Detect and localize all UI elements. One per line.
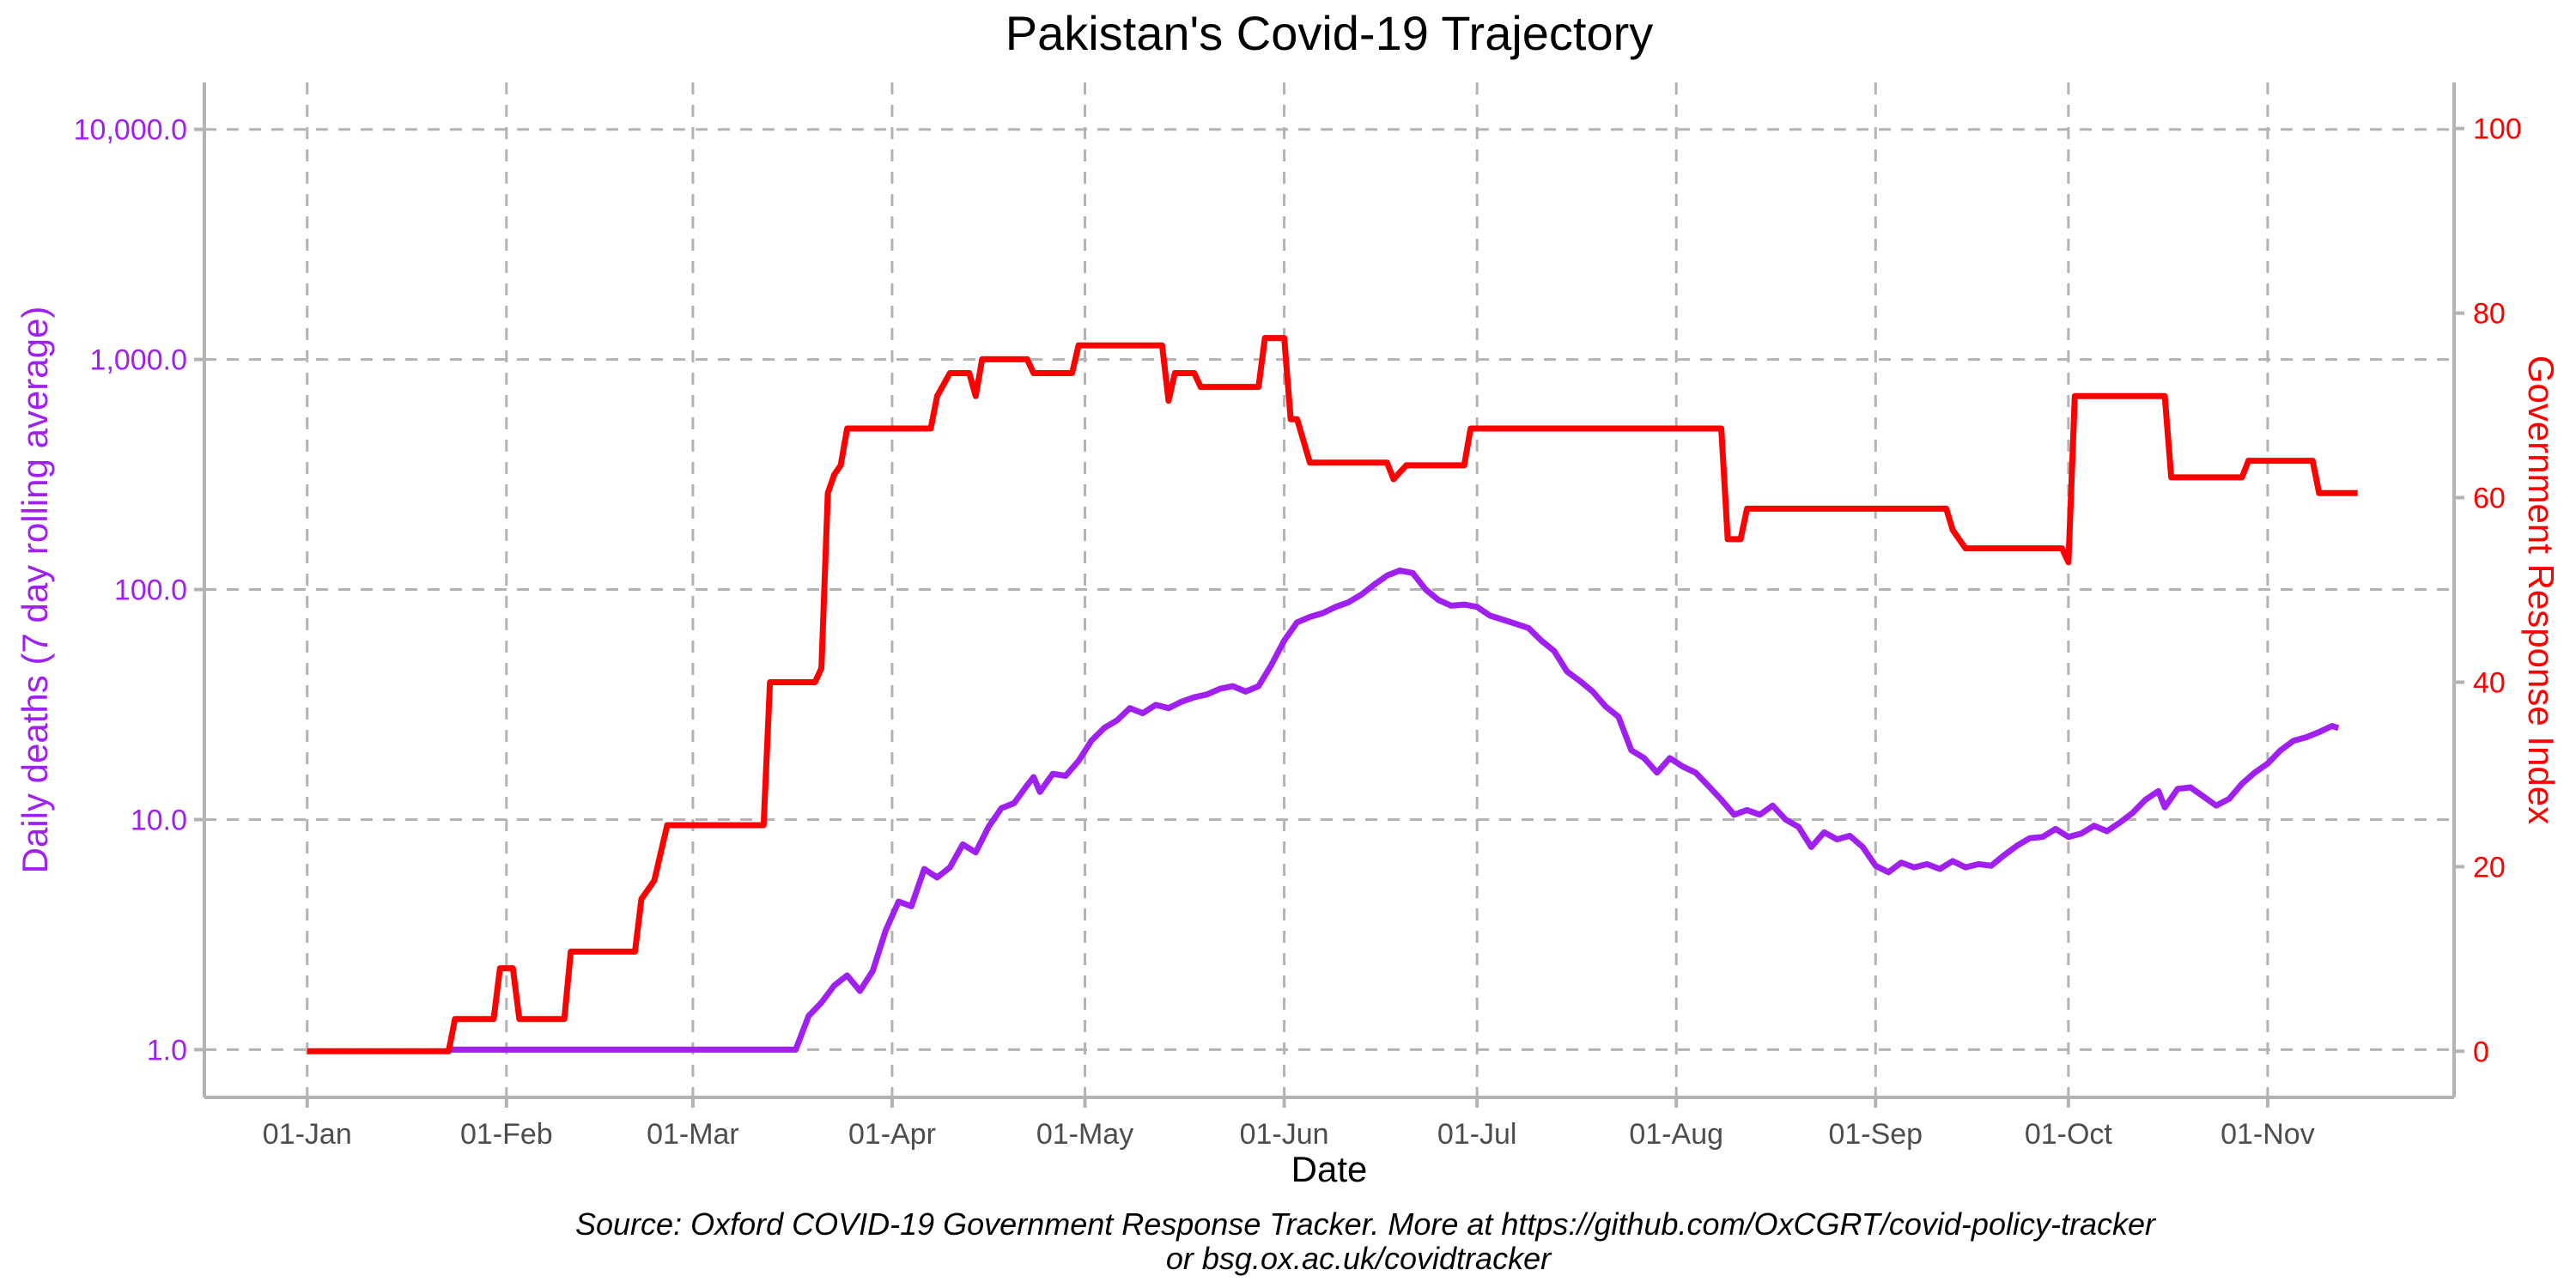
- x-tick-label: 01-Jun: [1240, 1118, 1329, 1151]
- caption-url-line: or bsg.ox.ac.uk/covidtracker: [1166, 1241, 1552, 1276]
- right-tick-label: 20: [2473, 851, 2506, 884]
- x-tick-label: 01-Feb: [460, 1118, 553, 1151]
- right-tick-label: 80: [2473, 298, 2506, 331]
- left-tick-label: 10,000.0: [74, 114, 187, 147]
- right-axis-title: Government Response Index: [2521, 355, 2561, 824]
- x-tick-label: 01-Mar: [647, 1118, 739, 1151]
- series-layer: [307, 335, 2358, 1054]
- chart-title: Pakistan's Covid-19 Trajectory: [1005, 6, 1654, 60]
- left-axis-title: Daily deaths (7 day rolling average): [15, 307, 55, 874]
- grid-layer: [204, 82, 2454, 1097]
- left-tick-label: 100.0: [114, 574, 187, 607]
- x-tick-label: 01-Aug: [1629, 1118, 1723, 1151]
- left-tick-label: 1.0: [147, 1034, 187, 1066]
- right-tick-label: 0: [2473, 1036, 2489, 1068]
- caption-source-line: Source: Oxford COVID-19 Government Respo…: [575, 1206, 2157, 1242]
- x-tick-label: 01-Nov: [2221, 1118, 2315, 1151]
- x-axis-title: Date: [1291, 1149, 1368, 1189]
- x-tick-label: 01-Jan: [263, 1118, 352, 1151]
- left-tick-label: 10.0: [131, 804, 187, 836]
- response-index-line: [307, 335, 2358, 1054]
- tick-layer: 01-Jan 01-Feb 01-Mar 01-Apr 01-May 01-Jun 01-J…: [74, 113, 2522, 1151]
- daily-deaths-line: [448, 567, 2340, 1053]
- right-tick-label: 40: [2473, 666, 2506, 699]
- right-tick-label: 100: [2473, 113, 2522, 146]
- right-tick-label: 60: [2473, 483, 2506, 515]
- x-tick-label: 01-Sep: [1828, 1118, 1923, 1151]
- x-tick-label: 01-Oct: [2025, 1118, 2113, 1151]
- x-tick-label: 01-Jul: [1437, 1118, 1517, 1151]
- x-tick-label: 01-Apr: [848, 1118, 936, 1151]
- left-tick-label: 1,000.0: [90, 344, 187, 377]
- x-tick-label: 01-May: [1036, 1118, 1133, 1151]
